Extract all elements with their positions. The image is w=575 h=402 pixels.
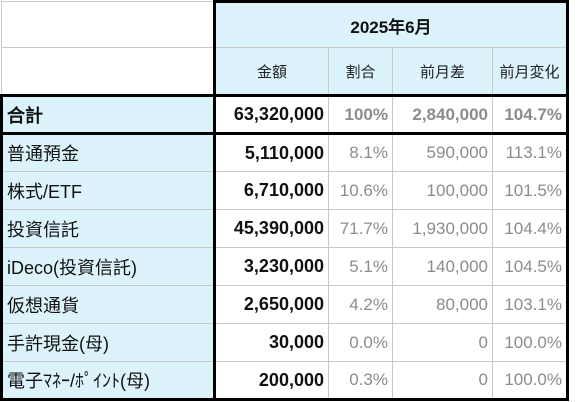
diff-cell[interactable]: 1,930,000 xyxy=(392,209,493,248)
table-row-total: 合計 63,320,000 100% 2,840,000 104.7% xyxy=(0,95,569,135)
share-cell[interactable]: 10.6% xyxy=(328,171,393,210)
column-header-amount[interactable]: 金額 xyxy=(214,47,329,97)
period-header-row: 2025年6月 xyxy=(1,0,569,48)
change-cell[interactable]: 100.0% xyxy=(492,361,569,401)
diff-cell[interactable]: 0 xyxy=(392,361,493,401)
diff-cell[interactable]: 100,000 xyxy=(392,171,493,210)
share-cell[interactable]: 4.2% xyxy=(328,285,393,324)
table-row: 仮想通貨 2,650,000 4.2% 80,000 103.1% xyxy=(0,285,569,324)
column-header-row: 金額 割合 前月差 前月変化 xyxy=(1,47,569,97)
table-row: iDeco(投資信託) 3,230,000 5.1% 140,000 104.5… xyxy=(0,247,569,286)
change-cell[interactable]: 104.7% xyxy=(492,95,569,135)
amount-cell[interactable]: 2,650,000 xyxy=(214,285,329,324)
share-cell[interactable]: 8.1% xyxy=(328,133,393,172)
change-cell[interactable]: 101.5% xyxy=(492,171,569,210)
period-header[interactable]: 2025年6月 xyxy=(214,0,569,48)
table-row: 普通預金 5,110,000 8.1% 590,000 113.1% xyxy=(0,133,569,172)
column-header-change[interactable]: 前月変化 xyxy=(492,47,569,97)
table-row: 投資信託 45,390,000 71.7% 1,930,000 104.4% xyxy=(0,209,569,248)
row-label[interactable]: 合計 xyxy=(0,95,216,135)
column-header-share[interactable]: 割合 xyxy=(328,47,393,97)
row-label[interactable]: iDeco(投資信託) xyxy=(0,247,216,286)
amount-cell[interactable]: 5,110,000 xyxy=(214,133,329,172)
share-cell[interactable]: 71.7% xyxy=(328,209,393,248)
table-row: 電子ﾏﾈｰ/ﾎﾟｲﾝﾄ(母) 200,000 0.3% 0 100.0% xyxy=(0,361,569,401)
change-cell[interactable]: 100.0% xyxy=(492,323,569,362)
diff-cell[interactable]: 140,000 xyxy=(392,247,493,286)
diff-cell[interactable]: 590,000 xyxy=(392,133,493,172)
amount-cell[interactable]: 200,000 xyxy=(214,361,329,401)
table-row: 手許現金(母) 30,000 0.0% 0 100.0% xyxy=(0,323,569,362)
diff-cell[interactable]: 80,000 xyxy=(392,285,493,324)
share-cell[interactable]: 100% xyxy=(328,95,393,135)
row-label[interactable]: 仮想通貨 xyxy=(0,285,216,324)
share-cell[interactable]: 5.1% xyxy=(328,247,393,286)
change-cell[interactable]: 104.4% xyxy=(492,209,569,248)
change-cell[interactable]: 104.5% xyxy=(492,247,569,286)
row-label[interactable]: 株式/ETF xyxy=(0,171,216,210)
corner-cell-lower[interactable] xyxy=(1,47,216,97)
diff-cell[interactable]: 0 xyxy=(392,323,493,362)
amount-cell[interactable]: 45,390,000 xyxy=(214,209,329,248)
row-label[interactable]: 手許現金(母) xyxy=(0,323,216,362)
corner-cell[interactable] xyxy=(1,1,216,48)
amount-cell[interactable]: 3,230,000 xyxy=(214,247,329,286)
table-row: 株式/ETF 6,710,000 10.6% 100,000 101.5% xyxy=(0,171,569,210)
share-cell[interactable]: 0.0% xyxy=(328,323,393,362)
row-label[interactable]: 普通預金 xyxy=(0,133,216,172)
amount-cell[interactable]: 6,710,000 xyxy=(214,171,329,210)
amount-cell[interactable]: 30,000 xyxy=(214,323,329,362)
change-cell[interactable]: 113.1% xyxy=(492,133,569,172)
amount-cell[interactable]: 63,320,000 xyxy=(214,95,329,135)
row-label[interactable]: 電子ﾏﾈｰ/ﾎﾟｲﾝﾄ(母) xyxy=(0,361,216,401)
diff-cell[interactable]: 2,840,000 xyxy=(392,95,493,135)
column-header-diff[interactable]: 前月差 xyxy=(392,47,493,97)
share-cell[interactable]: 0.3% xyxy=(328,361,393,401)
change-cell[interactable]: 103.1% xyxy=(492,285,569,324)
row-label[interactable]: 投資信託 xyxy=(0,209,216,248)
